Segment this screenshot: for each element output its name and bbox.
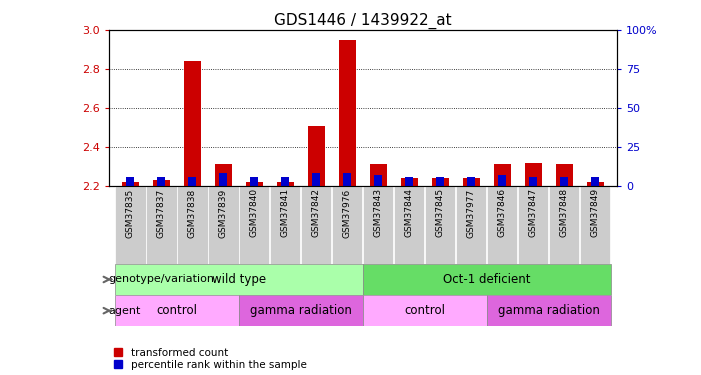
Text: gamma radiation: gamma radiation — [498, 304, 599, 317]
Bar — [184, 61, 201, 186]
Legend: transformed count, percentile rank within the sample: transformed count, percentile rank withi… — [114, 348, 306, 370]
Bar — [301, 186, 332, 264]
Bar — [332, 186, 362, 264]
Text: GSM37835: GSM37835 — [126, 188, 135, 237]
Bar — [239, 186, 269, 264]
Bar — [394, 186, 424, 264]
Bar — [456, 186, 486, 264]
Text: gamma radiation: gamma radiation — [250, 304, 352, 317]
Bar — [436, 177, 444, 186]
Text: agent: agent — [108, 306, 140, 316]
Bar — [432, 178, 449, 186]
Bar — [401, 178, 418, 186]
Bar — [549, 186, 580, 264]
Bar — [215, 165, 232, 186]
Bar — [308, 126, 325, 186]
Bar — [580, 186, 611, 264]
Bar — [560, 177, 568, 186]
Bar — [146, 186, 177, 264]
Bar — [343, 174, 351, 186]
Text: GSM37845: GSM37845 — [436, 188, 444, 237]
Bar — [115, 186, 146, 264]
Text: control: control — [404, 304, 445, 317]
Bar — [363, 186, 393, 264]
Text: genotype/variation: genotype/variation — [108, 274, 214, 285]
Text: GSM37844: GSM37844 — [404, 188, 414, 237]
Bar — [126, 177, 134, 186]
Bar — [425, 186, 456, 264]
Bar — [122, 182, 139, 186]
Bar — [369, 165, 387, 186]
Bar — [587, 182, 604, 186]
Text: GSM37842: GSM37842 — [312, 188, 321, 237]
Text: GSM37840: GSM37840 — [250, 188, 259, 237]
Bar — [281, 177, 290, 186]
Bar — [153, 180, 170, 186]
Bar — [463, 178, 479, 186]
Bar — [405, 177, 413, 186]
Bar — [115, 295, 239, 326]
Bar — [219, 174, 227, 186]
Text: control: control — [156, 304, 198, 317]
Text: GSM37837: GSM37837 — [157, 188, 166, 237]
Bar — [313, 174, 320, 186]
Text: GSM37838: GSM37838 — [188, 188, 197, 237]
Text: GSM37977: GSM37977 — [467, 188, 476, 237]
Text: GSM37839: GSM37839 — [219, 188, 228, 237]
Bar — [270, 186, 301, 264]
Text: GSM37848: GSM37848 — [559, 188, 569, 237]
Text: wild type: wild type — [212, 273, 266, 286]
Bar — [208, 186, 238, 264]
Bar — [468, 177, 475, 186]
Bar — [374, 175, 382, 186]
Bar — [239, 295, 363, 326]
Bar — [363, 264, 611, 295]
Bar — [494, 165, 511, 186]
Bar — [498, 175, 506, 186]
Bar — [529, 177, 537, 186]
Bar — [246, 182, 263, 186]
Bar — [556, 165, 573, 186]
Bar — [486, 295, 611, 326]
Text: GSM37843: GSM37843 — [374, 188, 383, 237]
Bar — [592, 177, 599, 186]
Bar — [177, 186, 207, 264]
Bar — [487, 186, 517, 264]
Text: Oct-1 deficient: Oct-1 deficient — [443, 273, 531, 286]
Bar — [363, 295, 486, 326]
Text: GSM37849: GSM37849 — [591, 188, 599, 237]
Bar — [158, 177, 165, 186]
Text: GSM37846: GSM37846 — [498, 188, 507, 237]
Bar — [524, 162, 542, 186]
Text: GSM37847: GSM37847 — [529, 188, 538, 237]
Bar — [189, 177, 196, 186]
Bar — [115, 264, 363, 295]
Bar — [339, 40, 356, 186]
Text: GSM37841: GSM37841 — [281, 188, 290, 237]
Bar — [518, 186, 548, 264]
Bar — [250, 177, 258, 186]
Text: GSM37976: GSM37976 — [343, 188, 352, 237]
Bar — [277, 182, 294, 186]
Title: GDS1446 / 1439922_at: GDS1446 / 1439922_at — [274, 12, 451, 28]
